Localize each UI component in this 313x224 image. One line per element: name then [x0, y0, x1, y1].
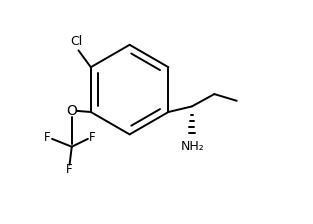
- Text: Cl: Cl: [70, 35, 82, 48]
- Text: O: O: [66, 104, 77, 118]
- Text: F: F: [89, 131, 95, 144]
- Text: F: F: [44, 131, 50, 144]
- Text: F: F: [66, 163, 73, 176]
- Text: NH₂: NH₂: [181, 140, 205, 153]
